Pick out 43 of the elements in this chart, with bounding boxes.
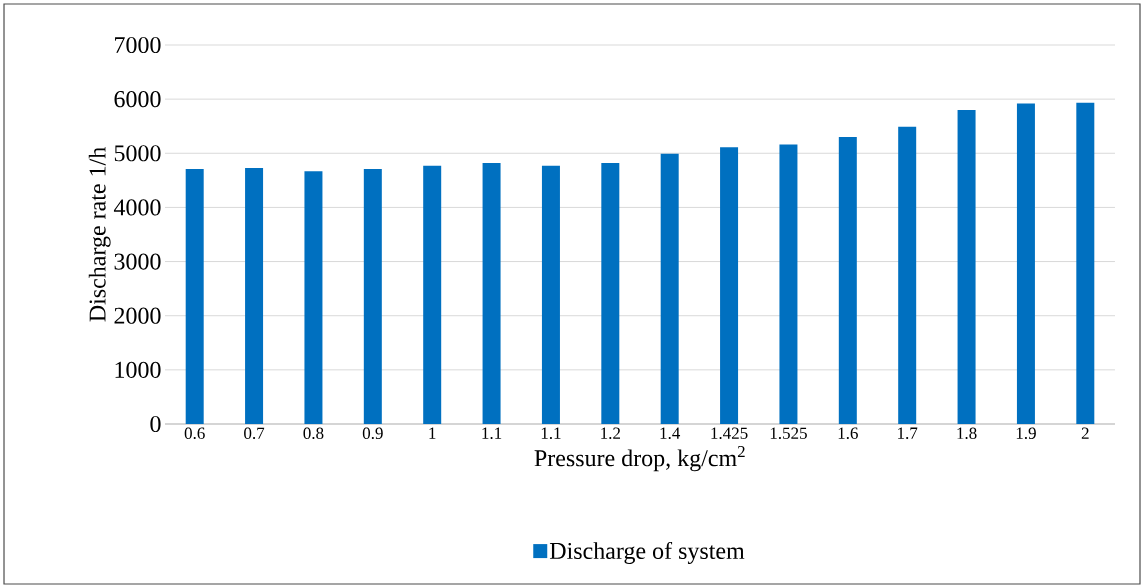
x-tick-label: 1: [429, 427, 436, 439]
y-tick-label: 1000: [115, 361, 161, 378]
x-tick-label: 1.7: [898, 427, 918, 439]
bar: [779, 144, 798, 424]
y-tick-label: 0: [150, 415, 161, 433]
x-tick-label: 1.1: [541, 427, 561, 439]
bar: [957, 109, 976, 424]
x-tick-label: 1.4: [660, 427, 681, 439]
x-axis-title: Pressure drop, kg/cm$^{2}$: [534, 445, 745, 472]
x-tick-label: 1.525: [770, 427, 807, 440]
bar: [304, 171, 323, 424]
x-tick-label: 2: [1081, 427, 1089, 439]
bar: [482, 163, 501, 424]
bar: [898, 126, 917, 424]
bar: [660, 153, 679, 424]
y-axis-title: Discharge rate 1/h: [88, 147, 111, 322]
bar: [363, 168, 382, 424]
bar: [1076, 102, 1095, 424]
y-tick-label: 5000: [114, 145, 161, 162]
y-tick-label: 3000: [114, 253, 161, 270]
bar: [838, 137, 857, 424]
x-tick-label: 0.8: [303, 427, 324, 440]
bar: [720, 147, 739, 424]
y-tick-label: 7000: [115, 36, 161, 54]
x-tick-label: 1.6: [838, 427, 858, 440]
x-tick-label: 0.9: [362, 427, 383, 440]
bar: [1016, 103, 1035, 424]
bar: [245, 167, 264, 424]
bar: [423, 165, 442, 424]
x-tick-label: 1.1: [482, 427, 502, 439]
bar: [541, 165, 560, 424]
bar: [185, 168, 204, 424]
x-tick-label: 0.6: [184, 427, 205, 440]
x-tick-label: 1.8: [957, 427, 977, 440]
y-tick-label: 6000: [114, 91, 161, 108]
legend-label: Discharge of system: [549, 541, 745, 564]
y-tick-label: 4000: [113, 199, 161, 216]
bar: [601, 163, 620, 424]
x-tick-label: 1.2: [601, 427, 620, 440]
x-tick-label: 0.7: [244, 427, 265, 440]
x-tick-label: 1.425: [711, 427, 748, 440]
x-tick-label: 1.9: [1016, 427, 1036, 440]
y-tick-label: 2000: [114, 307, 161, 324]
